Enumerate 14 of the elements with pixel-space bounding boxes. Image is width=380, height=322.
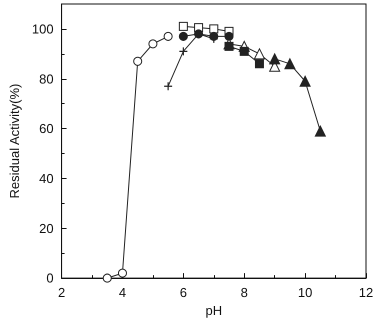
x-tick-label: 10: [298, 285, 312, 300]
y-axis-title: Residual Activity(%): [7, 84, 22, 198]
y-tick-label: 60: [39, 121, 54, 136]
x-tick-label: 2: [58, 285, 66, 300]
y-tick-label: 0: [46, 270, 54, 286]
y-tick-label: 20: [39, 220, 54, 236]
y-tick-label: 100: [32, 21, 54, 36]
x-tick-label: 6: [180, 285, 187, 300]
x-tick-label: 8: [240, 285, 248, 300]
y-tick-label: 40: [39, 170, 54, 186]
y-tick-label: 80: [39, 71, 54, 86]
x-tick-label: 4: [118, 285, 126, 300]
x-axis-title: pH: [205, 303, 222, 318]
x-tick-label: 12: [358, 285, 374, 300]
